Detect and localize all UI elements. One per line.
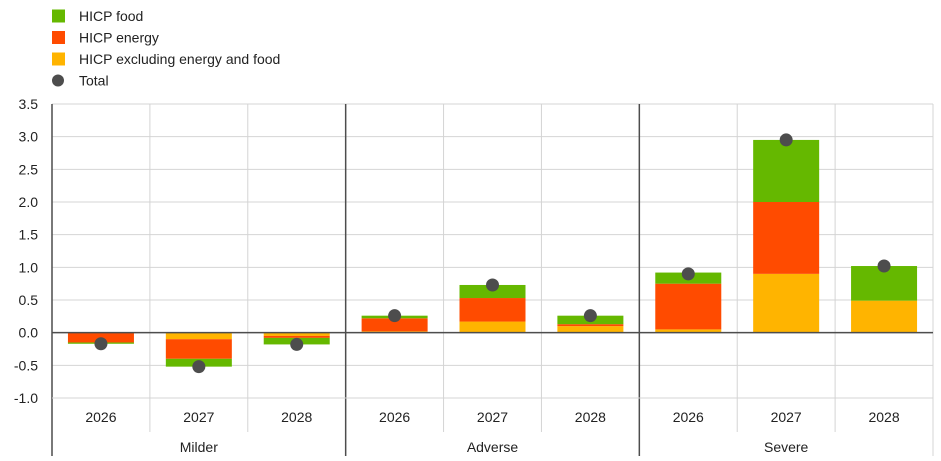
bar-segment [459, 284, 526, 299]
total-marker [388, 309, 402, 323]
x-tick-label: 2027 [477, 409, 508, 425]
bar-segment [753, 202, 820, 274]
bar-segment [459, 298, 526, 322]
y-tick-label: 2.0 [19, 194, 39, 210]
x-tick-label: 2026 [85, 409, 116, 425]
bar-segment [165, 332, 232, 340]
bar-segment [655, 329, 722, 333]
group-label: Severe [764, 439, 809, 455]
y-tick-label: 0.0 [19, 325, 39, 341]
total-marker [779, 133, 793, 147]
total-marker [486, 278, 499, 292]
x-tick-label: 2028 [281, 409, 312, 425]
y-tick-label: 3.5 [19, 96, 39, 112]
x-tick-label: 2028 [575, 409, 606, 425]
bar-segment [557, 324, 624, 327]
bar-segment [557, 326, 624, 333]
group-label: Adverse [467, 439, 519, 455]
legend-label: HICP excluding energy and food [79, 51, 280, 67]
legend-swatch [52, 9, 65, 23]
total-marker [192, 360, 206, 374]
total-marker [681, 267, 695, 281]
bar-segment [851, 300, 918, 333]
x-tick-label: 2027 [771, 409, 802, 425]
bar-segment [753, 139, 820, 202]
y-tick-label: -1.0 [14, 390, 38, 406]
bar-segment [263, 335, 330, 338]
x-tick-label: 2026 [673, 409, 704, 425]
group-label: Milder [180, 439, 218, 455]
y-tick-label: 1.5 [19, 227, 39, 243]
total-marker [94, 337, 108, 351]
legend-label: Total [79, 73, 109, 89]
bar-segment [459, 321, 526, 333]
legend-marker-total [52, 74, 64, 87]
x-tick-label: 2026 [379, 409, 410, 425]
legend-swatch [52, 52, 65, 66]
legend-swatch [52, 31, 65, 44]
total-marker [583, 309, 597, 323]
bar-segment [655, 283, 722, 330]
total-marker [290, 337, 304, 351]
y-tick-label: 2.5 [19, 161, 39, 177]
bar-segment [263, 332, 330, 336]
total-marker [877, 259, 891, 273]
bar-segment [165, 339, 232, 359]
legend-label: HICP energy [79, 30, 159, 46]
x-tick-label: 2028 [868, 409, 899, 425]
x-tick-label: 2027 [183, 409, 214, 425]
y-tick-label: 1.0 [19, 259, 39, 275]
y-tick-label: 0.5 [19, 292, 39, 308]
bar-segment [361, 318, 428, 332]
y-tick-label: -0.5 [14, 357, 38, 373]
y-tick-label: 3.0 [19, 129, 39, 145]
bar-segment [753, 273, 820, 333]
legend-label: HICP food [79, 8, 143, 24]
